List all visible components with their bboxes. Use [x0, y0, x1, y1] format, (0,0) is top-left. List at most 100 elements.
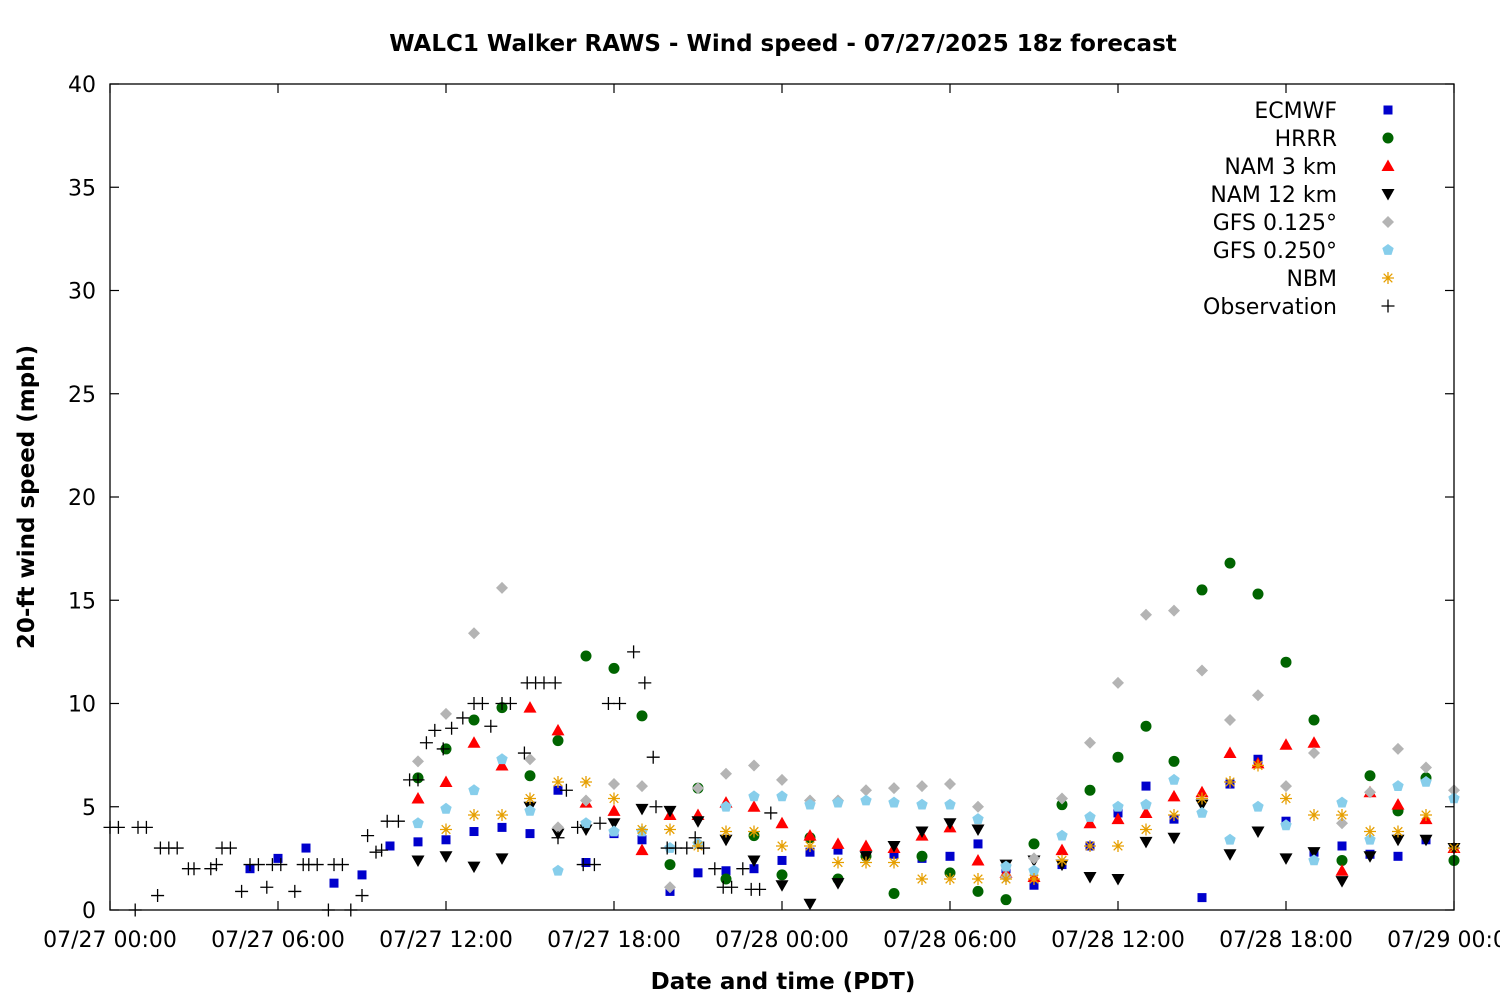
data-point: [776, 773, 788, 786]
data-point: [1252, 800, 1264, 812]
data-point: [1336, 817, 1348, 830]
data-point: [537, 676, 551, 690]
data-point: [1056, 799, 1068, 811]
data-point: [580, 650, 592, 662]
data-point: [775, 816, 789, 829]
data-point: [1364, 786, 1376, 799]
y-tick-label: 35: [68, 176, 96, 201]
data-point: [721, 866, 731, 876]
legend-marker: [1382, 132, 1394, 144]
data-point: [1167, 789, 1181, 802]
data-points: [103, 557, 1461, 917]
data-point: [1252, 759, 1264, 772]
data-point: [441, 835, 451, 845]
data-point: [803, 829, 817, 841]
data-point: [971, 853, 985, 866]
data-point: [369, 845, 383, 859]
data-point: [1197, 893, 1207, 903]
data-point: [548, 676, 562, 690]
data-point: [301, 843, 311, 853]
data-point: [139, 820, 153, 834]
data-point: [209, 858, 223, 872]
data-point: [636, 823, 648, 836]
data-point: [593, 816, 607, 830]
data-point: [692, 782, 704, 795]
data-point: [943, 818, 957, 830]
data-point: [972, 885, 984, 897]
data-point: [1029, 880, 1039, 890]
x-tick-label: 07/27 12:00: [379, 928, 513, 953]
data-point: [1336, 809, 1348, 822]
data-point: [747, 800, 761, 812]
legend-marker: [1381, 299, 1395, 313]
data-point: [523, 701, 537, 713]
series-nam-12-km: [411, 799, 1461, 911]
data-point: [887, 840, 901, 853]
data-point: [663, 805, 677, 818]
data-point: [916, 798, 928, 810]
data-point: [469, 827, 479, 837]
data-point: [688, 831, 702, 845]
data-point: [288, 884, 302, 898]
y-tick-label: 30: [68, 280, 96, 305]
data-point: [517, 746, 531, 760]
y-tick-label: 0: [82, 899, 96, 924]
data-point: [551, 831, 565, 845]
data-point: [468, 809, 480, 822]
data-point: [859, 839, 873, 851]
data-point: [495, 758, 509, 771]
x-axis-label: Date and time (PDT): [651, 969, 916, 995]
data-point: [1083, 816, 1097, 829]
data-point: [1112, 800, 1124, 812]
data-point: [456, 711, 470, 725]
data-point: [1140, 798, 1152, 810]
legend-label: NAM 12 km: [1210, 183, 1337, 208]
data-point: [329, 878, 339, 888]
data-point: [776, 790, 788, 802]
data-point: [916, 873, 928, 886]
data-point: [691, 816, 705, 828]
data-point: [496, 581, 508, 594]
data-point: [335, 858, 349, 872]
data-point: [833, 845, 843, 855]
data-point: [1308, 747, 1320, 760]
data-point: [551, 723, 565, 736]
data-point: [860, 794, 872, 806]
data-point: [475, 697, 489, 710]
data-point: [720, 873, 732, 885]
data-point: [635, 803, 649, 816]
data-point: [608, 662, 620, 674]
data-point: [1392, 825, 1404, 838]
y-tick-label: 10: [68, 693, 96, 718]
legend-label: ECMWF: [1254, 99, 1337, 124]
y-axis-label: 20-ft wind speed (mph): [14, 345, 40, 649]
data-point: [412, 817, 424, 829]
data-point: [1056, 854, 1068, 867]
data-point: [391, 814, 405, 828]
data-point: [944, 873, 956, 886]
data-point: [1280, 819, 1292, 831]
data-point: [1140, 720, 1152, 732]
data-point: [945, 851, 955, 861]
data-point: [355, 889, 369, 903]
data-point: [776, 869, 788, 881]
data-point: [608, 778, 620, 791]
data-point: [1084, 736, 1096, 749]
data-point: [552, 775, 564, 788]
data-point: [1224, 833, 1236, 845]
data-point: [804, 839, 816, 852]
data-point: [971, 824, 985, 836]
data-point: [1084, 784, 1096, 796]
data-point: [720, 825, 732, 838]
data-point: [524, 792, 536, 805]
data-point: [831, 837, 845, 849]
data-point: [1335, 876, 1349, 888]
y-tick-label: 25: [68, 383, 96, 408]
data-point: [720, 767, 732, 780]
legend-marker: [1382, 272, 1394, 284]
data-point: [1196, 806, 1208, 818]
series-nbm: [440, 759, 1460, 886]
data-point: [439, 851, 453, 863]
data-point: [747, 855, 761, 867]
data-point: [260, 880, 274, 894]
